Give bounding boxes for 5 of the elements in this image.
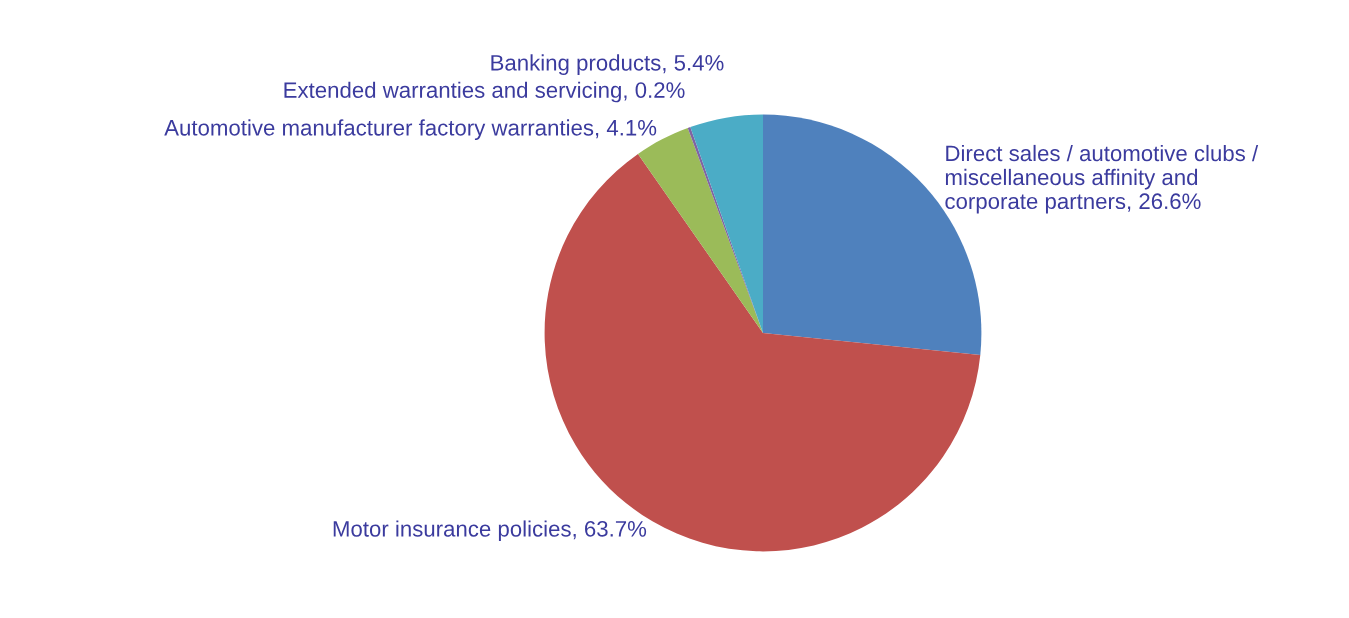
slice-label: Automotive manufacturer factory warranties, 4.1% bbox=[164, 119, 657, 141]
slice-label: Extended warranties and servicing, 0.2% bbox=[284, 81, 685, 103]
slice-label: Banking products, 5.4% bbox=[491, 54, 724, 76]
slice-label: Direct sales / automotive clubs / miscellaneous affinity and corporate partners, 26.6% bbox=[945, 144, 1259, 214]
slice-label: Motor insurance policies, 63.7% bbox=[333, 520, 647, 542]
